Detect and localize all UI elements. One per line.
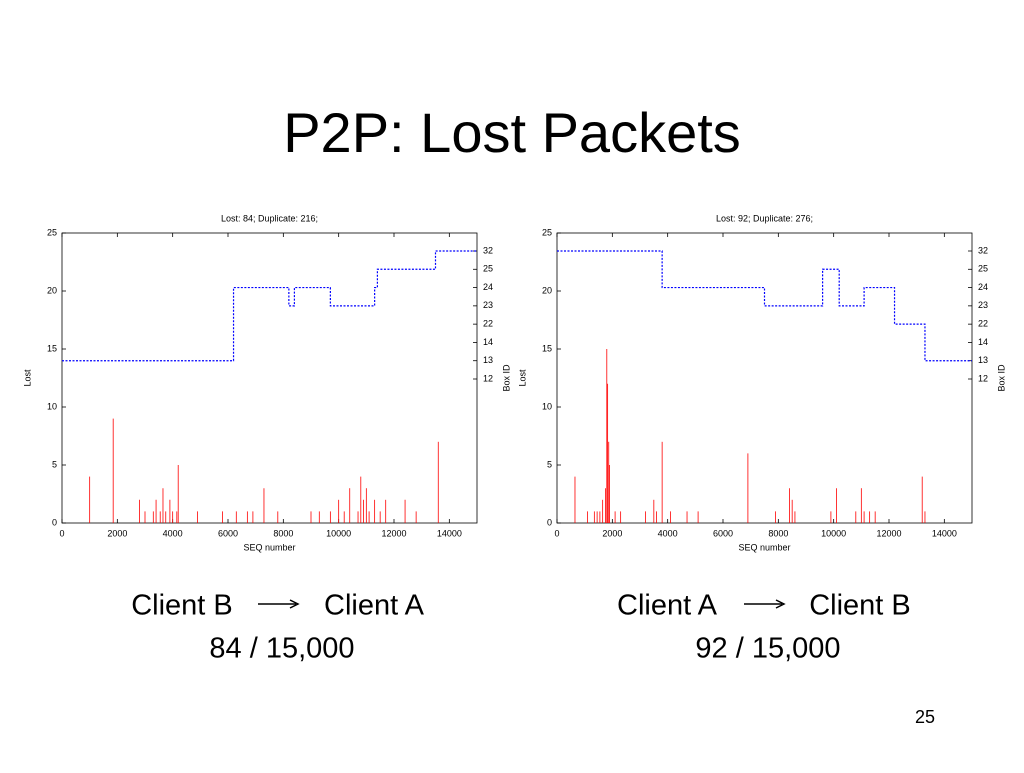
y2-tick-label: 12	[978, 373, 988, 383]
y-tick-label: 5	[52, 459, 57, 469]
y2-tick-label: 25	[483, 264, 493, 274]
x-tick-label: 8000	[768, 528, 788, 538]
y2-tick-label: 14	[483, 337, 493, 347]
x-tick-label: 8000	[273, 528, 293, 538]
x-tick-label: 6000	[218, 528, 238, 538]
y2-tick-label: 23	[978, 300, 988, 310]
y2-tick-label: 13	[978, 355, 988, 365]
y-tick-label: 0	[547, 517, 552, 527]
caption-from: Client B	[131, 590, 233, 622]
box-id-step	[557, 250, 972, 362]
y-tick-label: 15	[47, 343, 57, 353]
y2-tick-label: 23	[483, 300, 493, 310]
x-tick-label: 0	[554, 528, 559, 538]
x-tick-label: 12000	[876, 528, 901, 538]
y2-axis-label: Box ID	[996, 364, 1006, 392]
box-id-step	[62, 250, 477, 362]
y-tick-label: 10	[542, 401, 552, 411]
page-number: 25	[915, 707, 935, 727]
arrow-head	[775, 599, 786, 609]
x-axis-label: SEQ number	[738, 542, 790, 552]
x-tick-label: 14000	[932, 528, 957, 538]
y-tick-label: 25	[47, 227, 57, 237]
chart-title: Lost: 92; Duplicate: 276;	[716, 213, 813, 223]
caption-from: Client A	[617, 590, 718, 622]
y2-tick-label: 24	[483, 282, 493, 292]
y2-tick-label: 12	[483, 373, 493, 383]
x-tick-label: 14000	[437, 528, 462, 538]
x-tick-label: 12000	[381, 528, 406, 538]
y2-axis-label: Box ID	[501, 364, 511, 392]
plot-frame	[61, 232, 478, 524]
y-tick-label: 15	[542, 343, 552, 353]
y2-tick-label: 25	[978, 264, 988, 274]
y2-tick-label: 22	[978, 319, 988, 329]
y-axis-label: Lost	[517, 369, 527, 387]
y-tick-label: 10	[47, 401, 57, 411]
y-tick-label: 0	[52, 517, 57, 527]
y2-tick-label: 32	[978, 245, 988, 255]
caption-to: Client A	[324, 590, 425, 622]
y-tick-label: 20	[542, 285, 552, 295]
slide-title: P2P: Lost Packets	[283, 101, 741, 164]
x-tick-label: 2000	[602, 528, 622, 538]
x-tick-label: 4000	[658, 528, 678, 538]
x-tick-label: 10000	[821, 528, 846, 538]
caption-to: Client B	[809, 590, 911, 622]
y2-tick-label: 13	[483, 355, 493, 365]
y-tick-label: 25	[542, 227, 552, 237]
caption-ratio: 84 / 15,000	[209, 633, 354, 665]
arrow-head	[289, 599, 300, 609]
plot-frame	[556, 232, 973, 524]
y2-tick-label: 32	[483, 245, 493, 255]
x-tick-label: 2000	[107, 528, 127, 538]
x-axis-label: SEQ number	[243, 542, 295, 552]
y2-tick-label: 24	[978, 282, 988, 292]
y-tick-label: 20	[47, 285, 57, 295]
y-axis-label: Lost	[22, 369, 32, 387]
x-tick-label: 6000	[713, 528, 733, 538]
y-tick-label: 5	[547, 459, 552, 469]
y2-tick-label: 22	[483, 319, 493, 329]
caption-ratio: 92 / 15,000	[695, 633, 840, 665]
x-tick-label: 0	[59, 528, 64, 538]
y2-tick-label: 14	[978, 337, 988, 347]
x-tick-label: 10000	[326, 528, 351, 538]
x-tick-label: 4000	[163, 528, 183, 538]
chart-title: Lost: 84; Duplicate: 216;	[221, 213, 318, 223]
